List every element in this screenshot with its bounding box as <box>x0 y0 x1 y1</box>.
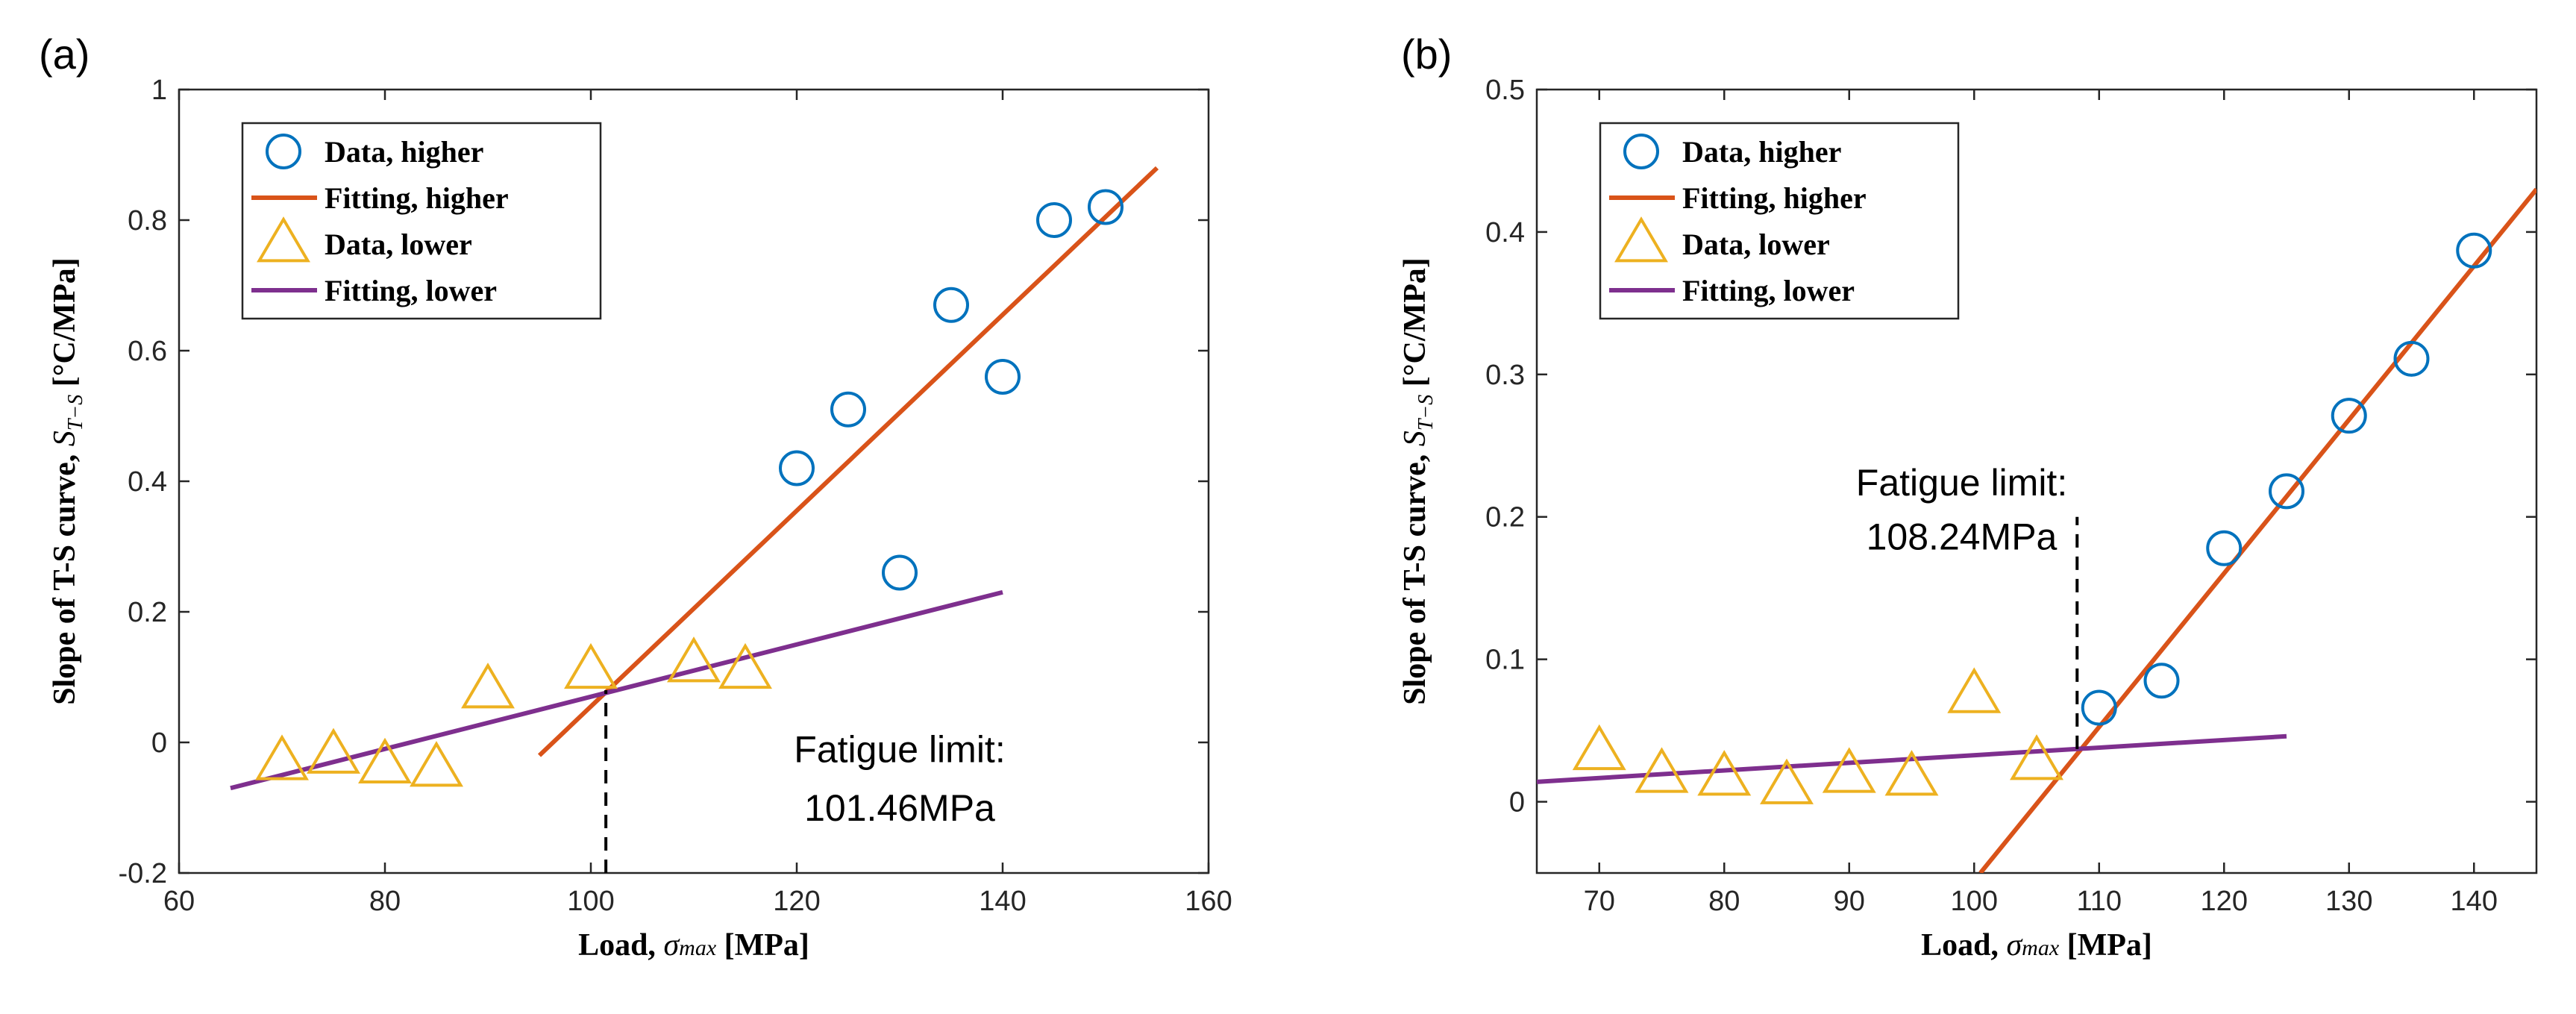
panel-b-x-tick-label-1: 80 <box>1708 886 1740 917</box>
panel-a-y-tick-label-4: 0.6 <box>128 336 167 367</box>
panel-a-y-tick-label-6: 1 <box>151 75 167 106</box>
panel-a-x-tick-label-1: 80 <box>369 886 401 917</box>
panel-a-legend-swatch-data-lower <box>257 216 310 263</box>
panel-a-legend-label-fitting-lower: Fitting, lower <box>325 274 497 307</box>
panel-b-x-tick-label-4: 110 <box>2076 886 2122 917</box>
panel-b-legend-swatch-data-higher <box>1623 134 1659 169</box>
panel-b-data-higher-point-3 <box>2269 473 2304 510</box>
panel-a-legend-box <box>241 122 602 320</box>
panel-a-ticks: 60 80 100 120 140 160 -0.2 0 0.2 0.4 0.6 0.8 1 <box>119 75 1232 917</box>
panel-a-annotation-line1: Fatigue limit: <box>794 728 1005 770</box>
panel-b-data-higher-point-1 <box>2143 663 2180 699</box>
panel-a-data-lower-point-2 <box>358 737 412 783</box>
panel-b-data-lower-point-3 <box>1760 758 1814 804</box>
panel-a-series-fitting-lower <box>230 589 1003 791</box>
panel-b-data-higher-point-4 <box>2331 398 2367 434</box>
panel-b-legend-box <box>1599 122 1960 320</box>
panel-a-y-tick-label-1: 0 <box>151 727 167 759</box>
panel-a-x-tick-label-5: 160 <box>1185 886 1232 917</box>
panel-b-legend-swatch-data-lower <box>1614 216 1668 263</box>
panel-a-data-higher-point-6 <box>1088 189 1124 225</box>
panel-a-data-higher-point-2 <box>882 554 918 591</box>
panel-a-data-lower-point-7 <box>718 642 772 689</box>
panel-a-legend-label-data-higher: Data, higher <box>325 135 483 169</box>
panel-b-series-fitting-higher <box>1978 187 2536 873</box>
panel-a-y-tick-label-2: 0.2 <box>128 597 167 628</box>
panel-a-y-tick-label-0: -0.2 <box>119 858 167 889</box>
panel-b-data-lower-point-2 <box>1697 750 1752 796</box>
panel-a-series-group <box>230 166 1159 873</box>
panel-b-series-group <box>1537 187 2536 873</box>
panel-b-y-tick-label-3: 0.3 <box>1485 360 1525 391</box>
panel-b-label: (b) <box>1401 31 1452 78</box>
panel-b-x-tick-label-5: 120 <box>2201 886 2248 917</box>
panel-a-legend: Data, higher Fitting, higher Data, lower Fi… <box>241 122 602 320</box>
panel-a-plot-area <box>230 166 1159 873</box>
panel-b-x-tick-label-2: 90 <box>1834 886 1865 917</box>
panel-b-data-lower-point-7 <box>2010 734 2063 780</box>
panel-a-legend-label-fitting-higher: Fitting, higher <box>325 181 509 215</box>
panel-b: (b) 70 80 90 100 110 120 130 140 0 0.1 0.2 0.3 0.4 0.… <box>1398 31 2538 963</box>
panel-b-legend-label-data-higher: Data, higher <box>1682 135 1841 169</box>
panel-b-x-tick-label-3: 100 <box>1951 886 1998 917</box>
panel-b-legend-label-fitting-lower: Fitting, lower <box>1682 274 1855 307</box>
panel-b-data-lower-point-6 <box>1947 667 2002 713</box>
panel-b-y-tick-label-4: 0.4 <box>1485 217 1525 248</box>
panel-b-data-higher-point-6 <box>2456 232 2492 269</box>
panel-b-data-lower-point-0 <box>1572 724 1626 771</box>
panel-b-y-tick-label-5: 0.5 <box>1485 75 1525 106</box>
panel-b-x-tick-label-0: 70 <box>1584 886 1615 917</box>
panel-b-y-tick-label-2: 0.2 <box>1485 502 1525 533</box>
panel-b-legend-label-data-lower: Data, lower <box>1682 228 1830 261</box>
panel-a-legend-swatch-data-higher <box>266 134 301 169</box>
panel-b-annotation-line2: 108.24MPa <box>1867 516 2058 558</box>
panel-b-y-tick-label-0: 0 <box>1509 787 1525 819</box>
panel-a-label: (a) <box>39 31 90 78</box>
panel-b-y-tick-label-1: 0.1 <box>1485 645 1525 676</box>
panel-b-annotation-line1: Fatigue limit: <box>1856 462 2067 504</box>
panel-a-data-higher-point-3 <box>933 287 969 323</box>
panel-b-legend: Data, higher Fitting, higher Data, lower Fi… <box>1599 122 1960 320</box>
panel-b-legend-label-fitting-higher: Fitting, higher <box>1682 181 1867 215</box>
panel-a-series-fitting-higher <box>537 166 1159 757</box>
panel-a-x-tick-label-4: 140 <box>979 886 1026 917</box>
panel-b-data-lower-point-4 <box>1822 747 1876 793</box>
panel-b-data-higher-point-2 <box>2206 530 2243 566</box>
panel-b-x-tick-label-7: 140 <box>2451 886 2498 917</box>
panel-a-annotation-line2: 101.46MPa <box>804 787 995 829</box>
panel-a-data-lower-point-4 <box>461 663 515 709</box>
panel-b-series-fitting-lower <box>1537 733 2287 784</box>
panel-a-data-lower-point-3 <box>410 741 463 787</box>
panel-a-x-tick-label-2: 100 <box>567 886 614 917</box>
panel-a-data-lower-point-1 <box>307 727 360 774</box>
panel-a-x-tick-label-0: 60 <box>163 886 195 917</box>
panel-a-y-tick-label-3: 0.4 <box>128 466 167 498</box>
panel-a-x-axis-label: Load, σmax [MPa] <box>578 928 809 963</box>
panel-b-data-lower-point-1 <box>1635 747 1689 793</box>
panel-a-data-higher-point-4 <box>985 359 1021 395</box>
panel-b-x-axis-label: Load, σmax [MPa] <box>1921 928 2152 963</box>
panel-a-data-higher-point-1 <box>830 391 866 428</box>
panel-a-data-higher-point-5 <box>1036 202 1072 238</box>
panel-a: (a) 60 80 100 120 140 160 -0.2 0 0.2 0.4 0.6 0.8 1 D… <box>39 31 1232 963</box>
panel-a-data-higher-point-0 <box>779 450 815 486</box>
panel-a-data-lower-point-0 <box>255 734 309 780</box>
panel-b-data-lower-point-5 <box>1884 750 1939 796</box>
panel-a-y-tick-label-5: 0.8 <box>128 205 167 237</box>
panel-b-y-axis-label: Slope of T-S curve, ST−S [°C/MPa] <box>1398 257 1438 705</box>
panel-b-plot-area <box>1537 187 2536 873</box>
panel-a-x-tick-label-3: 120 <box>773 886 820 917</box>
panel-a-data-lower-point-6 <box>667 636 721 683</box>
panel-a-y-axis-label: Slope of T-S curve, ST−S [°C/MPa] <box>48 257 87 705</box>
panel-b-x-tick-label-6: 130 <box>2325 886 2372 917</box>
panel-b-ticks: 70 80 90 100 110 120 130 140 0 0.1 0.2 0.3 0.4 0.5 <box>1485 75 2536 917</box>
panel-a-legend-label-data-lower: Data, lower <box>325 228 472 261</box>
panel-a-data-lower-point-5 <box>564 642 618 689</box>
panel-b-data-higher-point-5 <box>2393 340 2430 377</box>
panel-b-data-higher-point-0 <box>2081 689 2117 726</box>
